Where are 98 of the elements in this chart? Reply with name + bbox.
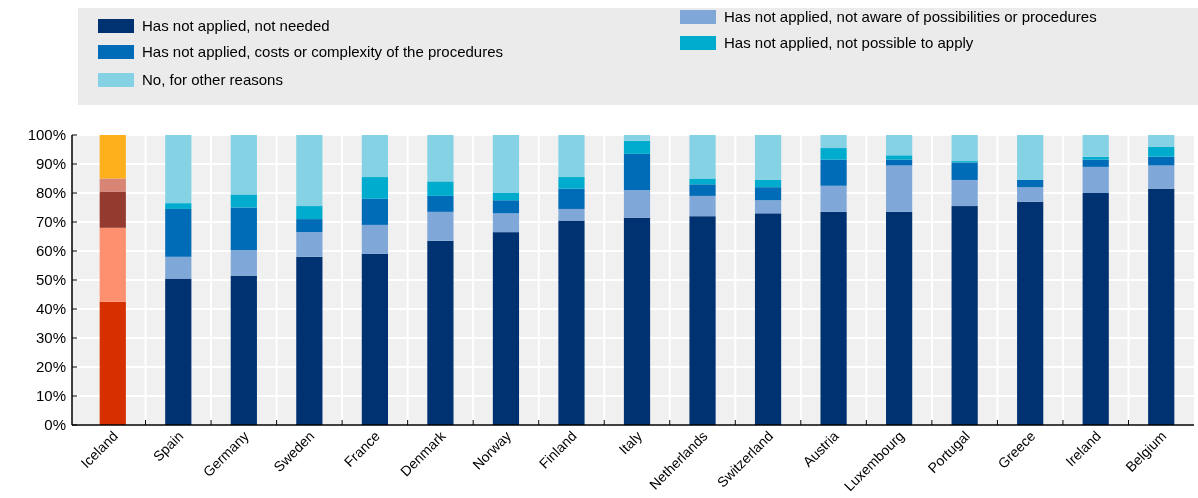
bar xyxy=(165,203,192,209)
bar xyxy=(427,211,454,241)
bar xyxy=(623,140,651,154)
bar xyxy=(1017,179,1044,188)
bar xyxy=(296,256,323,425)
bar xyxy=(820,211,847,425)
y-tick-label: 0% xyxy=(44,416,66,434)
bar xyxy=(165,278,192,425)
bar xyxy=(361,177,388,199)
bar xyxy=(558,208,585,221)
bar xyxy=(1148,146,1175,157)
x-tick-label: Italy xyxy=(615,427,646,458)
bar xyxy=(1017,201,1044,425)
bar xyxy=(99,227,126,302)
bar xyxy=(820,135,847,149)
bar xyxy=(689,135,716,179)
bar xyxy=(427,135,454,182)
bar xyxy=(558,220,585,425)
bar xyxy=(1082,156,1109,160)
bar xyxy=(99,135,126,179)
bar xyxy=(689,184,716,196)
bar xyxy=(296,135,323,207)
y-tick-label: 50% xyxy=(35,271,66,289)
y-tick-label: 100% xyxy=(27,126,66,144)
bar xyxy=(1017,135,1044,180)
bar xyxy=(165,208,192,257)
bar xyxy=(492,232,520,425)
bar xyxy=(754,213,782,425)
bar xyxy=(165,135,192,204)
bar xyxy=(1082,166,1109,193)
bar xyxy=(296,219,323,233)
bar xyxy=(230,250,257,276)
bar xyxy=(1017,187,1044,202)
legend-label: Has not applied, not needed xyxy=(142,17,330,34)
bar xyxy=(754,179,782,188)
bar xyxy=(230,135,257,195)
bar xyxy=(558,177,585,189)
bar xyxy=(427,240,454,425)
bar xyxy=(820,185,847,212)
bar xyxy=(558,135,585,178)
bar xyxy=(951,206,978,425)
bar xyxy=(427,195,454,212)
bar xyxy=(951,135,978,162)
bar xyxy=(886,135,913,156)
bar xyxy=(886,155,913,160)
bar xyxy=(361,253,388,425)
bar xyxy=(99,301,126,425)
bar xyxy=(492,200,520,214)
bar xyxy=(427,181,454,196)
bar xyxy=(886,211,913,425)
y-tick-label: 30% xyxy=(35,329,66,347)
bar xyxy=(820,148,847,160)
bar xyxy=(361,198,388,225)
bar xyxy=(361,224,388,254)
legend-label: No, for other reasons xyxy=(142,71,283,88)
y-tick-label: 80% xyxy=(35,184,66,202)
bar xyxy=(361,135,388,178)
bar xyxy=(951,179,978,207)
legend-label: Has not applied, costs or complexity of the procedures xyxy=(142,43,504,60)
bar xyxy=(230,207,257,251)
bar xyxy=(1082,193,1109,425)
bar xyxy=(165,256,192,279)
y-tick-label: 70% xyxy=(35,213,66,231)
bar xyxy=(689,195,716,217)
bar xyxy=(886,165,913,212)
bar xyxy=(754,187,782,201)
bar xyxy=(230,275,257,425)
bar xyxy=(296,232,323,257)
bar xyxy=(492,135,520,193)
bar xyxy=(623,190,651,218)
bar xyxy=(558,188,585,209)
bar xyxy=(1148,165,1175,189)
legend-label: Has not applied, not aware of possibilities or procedures xyxy=(724,8,1097,25)
bar xyxy=(492,213,520,233)
bar xyxy=(820,159,847,186)
bar xyxy=(689,216,716,425)
bar xyxy=(951,162,978,180)
bar xyxy=(623,135,651,141)
y-tick-label: 60% xyxy=(35,242,66,260)
bar xyxy=(230,194,257,208)
bar xyxy=(1148,156,1175,166)
bar xyxy=(623,217,651,425)
bar xyxy=(1148,135,1175,147)
y-tick-label: 90% xyxy=(35,155,66,173)
bar xyxy=(492,193,520,201)
bar xyxy=(1082,159,1109,167)
y-tick-label: 10% xyxy=(35,387,66,405)
y-tick-label: 40% xyxy=(35,300,66,318)
bar xyxy=(754,135,782,180)
bar xyxy=(1148,188,1175,425)
legend-label: Has not applied, not possible to apply xyxy=(724,34,974,51)
bar xyxy=(296,206,323,220)
bar xyxy=(99,191,126,228)
bar xyxy=(99,178,126,192)
bar xyxy=(754,200,782,214)
bar xyxy=(623,153,651,191)
bar xyxy=(1082,135,1109,157)
y-tick-label: 20% xyxy=(35,358,66,376)
